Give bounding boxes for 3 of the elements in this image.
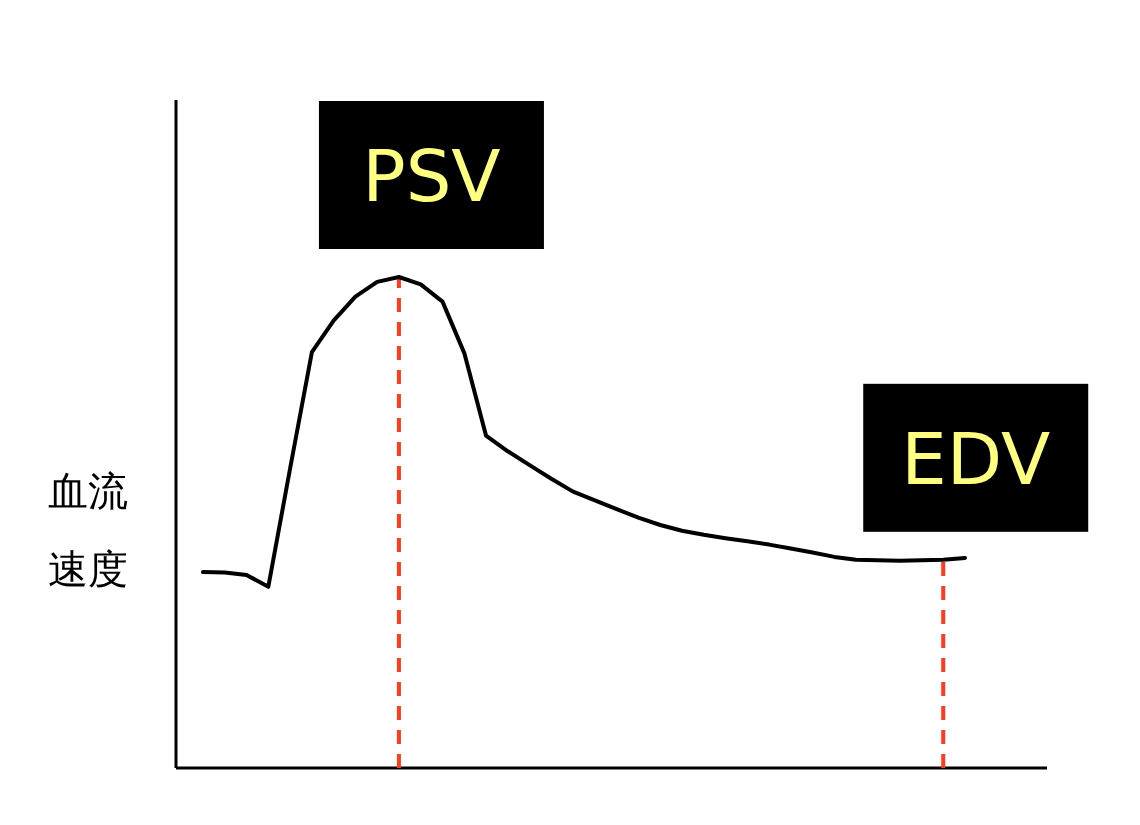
y-axis-title: 血流速度 — [48, 468, 128, 592]
annotation: EDV — [901, 416, 1051, 501]
text: PSV — [362, 134, 501, 218]
